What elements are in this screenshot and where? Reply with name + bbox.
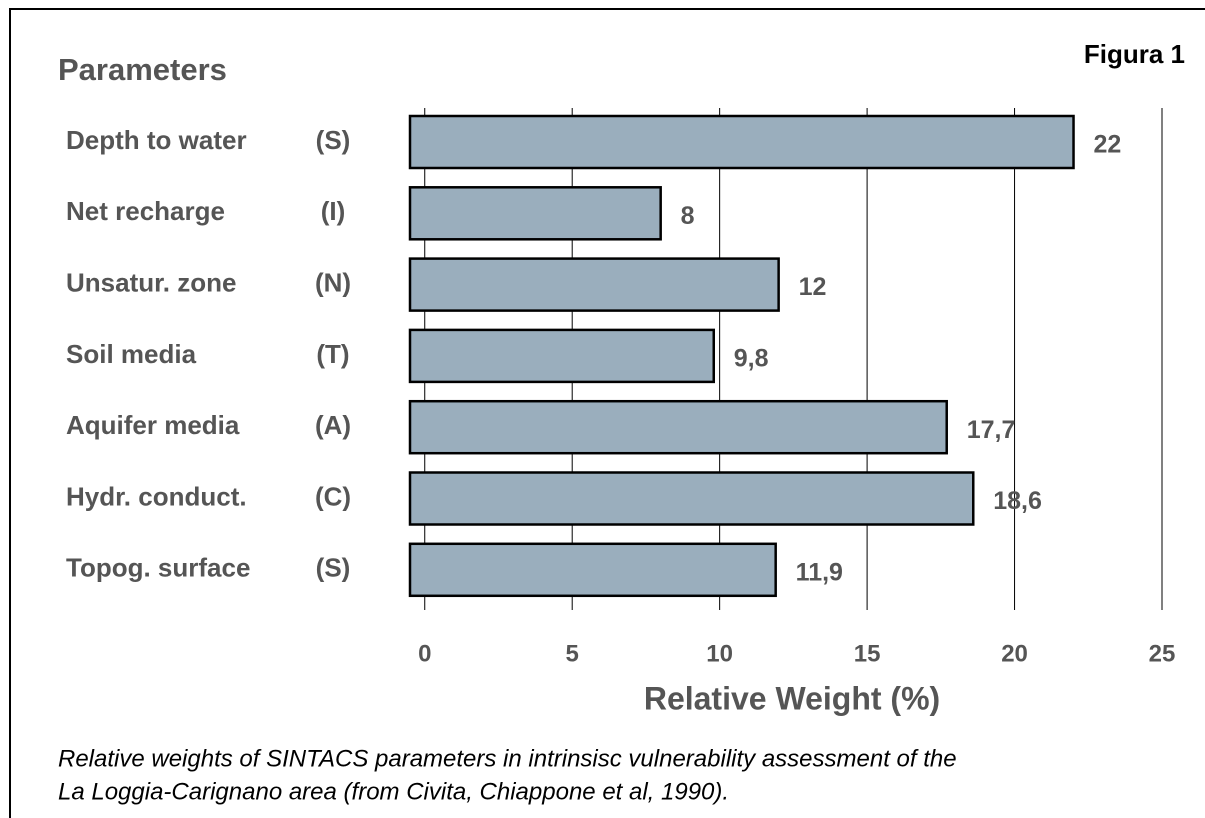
category-label: Unsatur. zone (66, 267, 236, 297)
bar (408, 471, 975, 526)
category-code: (C) (315, 481, 351, 511)
bar (408, 399, 948, 455)
x-tick-label: 25 (1149, 640, 1176, 667)
category-label: Hydr. conduct. (66, 481, 247, 511)
x-tick-label: 0 (418, 640, 431, 667)
value-label: 11,9 (796, 558, 843, 586)
category-code: (S) (316, 125, 351, 155)
category-code: (A) (315, 410, 351, 440)
value-label: 22 (1094, 131, 1122, 159)
bar (408, 114, 1075, 170)
category-code: (I) (321, 196, 346, 226)
value-label: 12 (799, 273, 827, 301)
value-label: 8 (681, 202, 695, 230)
category-label: Net recharge (66, 196, 225, 226)
x-tick-label: 20 (1001, 640, 1028, 667)
value-label: 18,6 (993, 487, 1042, 515)
x-tick-label: 15 (854, 640, 881, 667)
category-label: Topog. surface (66, 553, 250, 583)
category-label: Soil media (66, 339, 197, 369)
value-label: 9,8 (734, 345, 769, 373)
category-code: (T) (316, 339, 349, 369)
x-tick-label: 10 (706, 640, 733, 667)
x-tick-label: 5 (566, 640, 579, 667)
caption: La Loggia-Carignano area (from Civita, C… (58, 778, 729, 805)
caption: Relative weights of SINTACS parameters i… (58, 745, 957, 772)
value-label: 17,7 (967, 416, 1016, 444)
figure-label: Figura 1 (1084, 39, 1185, 69)
chart-title: Parameters (58, 52, 227, 87)
bar (408, 186, 662, 241)
category-label: Aquifer media (66, 410, 240, 440)
category-label: Depth to water (66, 125, 247, 155)
x-axis-title: Relative Weight (%) (644, 680, 940, 716)
bar (408, 328, 715, 384)
category-code: (S) (316, 553, 351, 583)
bar (408, 542, 777, 598)
category-code: (N) (315, 267, 351, 297)
bar (408, 257, 780, 312)
